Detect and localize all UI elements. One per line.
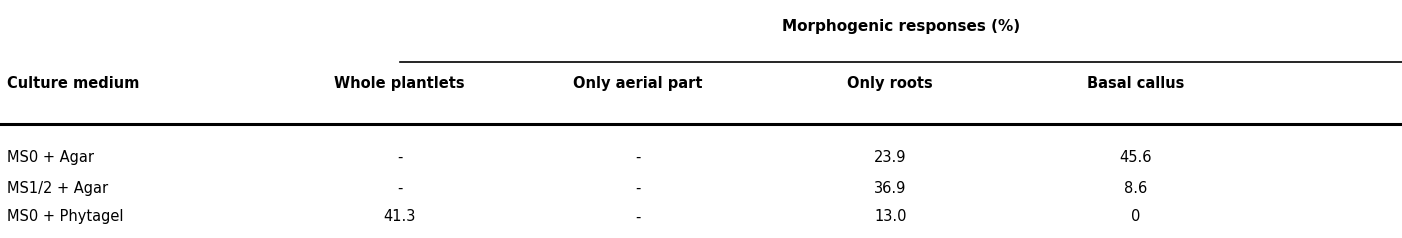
Text: -: - bbox=[397, 150, 402, 165]
Text: -: - bbox=[397, 181, 402, 196]
Text: Morphogenic responses (%): Morphogenic responses (%) bbox=[782, 19, 1019, 34]
Text: 45.6: 45.6 bbox=[1119, 150, 1152, 165]
Text: MS0 + Agar: MS0 + Agar bbox=[7, 150, 94, 165]
Text: 0: 0 bbox=[1131, 209, 1140, 224]
Text: 8.6: 8.6 bbox=[1124, 181, 1147, 196]
Text: Whole plantlets: Whole plantlets bbox=[334, 76, 465, 91]
Text: Basal callus: Basal callus bbox=[1087, 76, 1185, 91]
Text: 36.9: 36.9 bbox=[873, 181, 907, 196]
Text: MS1/2 + Agar: MS1/2 + Agar bbox=[7, 181, 108, 196]
Text: Only roots: Only roots bbox=[847, 76, 934, 91]
Text: -: - bbox=[635, 150, 641, 165]
Text: 23.9: 23.9 bbox=[873, 150, 907, 165]
Text: -: - bbox=[635, 209, 641, 224]
Text: MS0 + Phytagel: MS0 + Phytagel bbox=[7, 209, 123, 224]
Text: -: - bbox=[635, 181, 641, 196]
Text: 41.3: 41.3 bbox=[383, 209, 416, 224]
Text: Culture medium: Culture medium bbox=[7, 76, 139, 91]
Text: Only aerial part: Only aerial part bbox=[573, 76, 702, 91]
Text: 13.0: 13.0 bbox=[873, 209, 907, 224]
